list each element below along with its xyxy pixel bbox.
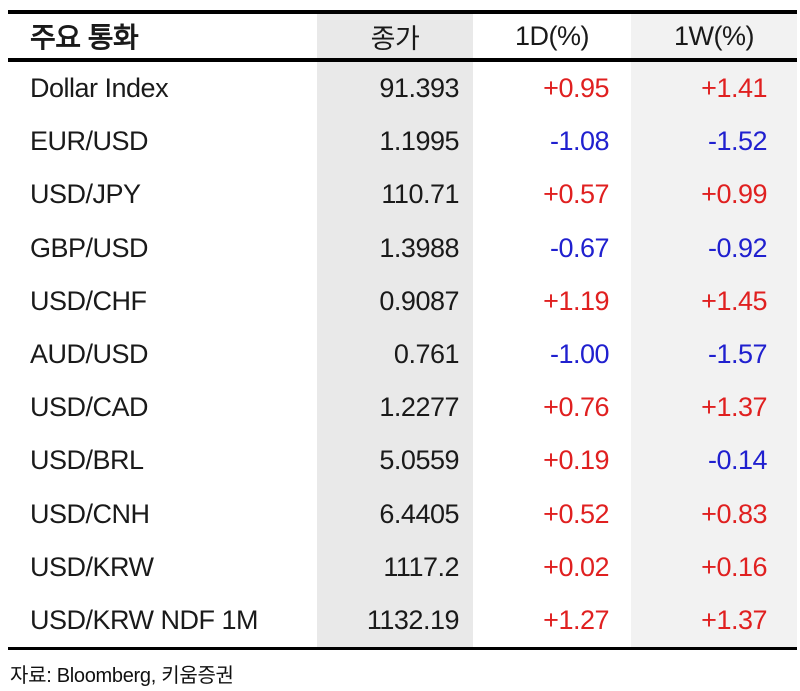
col-header-1d-change: 1D(%) xyxy=(514,20,590,51)
currency-pair-name: USD/CNH xyxy=(30,498,150,529)
change-1d-value: +0.52 xyxy=(543,498,609,529)
change-1d-value: +0.95 xyxy=(543,73,609,104)
source-note: 자료: Bloomberg, 키움증권 xyxy=(10,665,234,688)
currency-pair-name: AUD/USD xyxy=(30,339,149,370)
table-row: USD/CNH 6.4405 +0.52 +0.83 xyxy=(8,487,797,541)
col-header-1w-change: 1W(%) xyxy=(631,14,797,58)
currency-pair-name: USD/CAD xyxy=(30,392,149,423)
table-row: USD/BRL 5.0559 +0.19 -0.14 xyxy=(8,434,797,488)
change-1w-value: -1.52 xyxy=(631,115,797,169)
change-1d-value: -1.00 xyxy=(549,339,610,370)
close-price-value: 0.9087 xyxy=(317,274,473,328)
table-row: USD/JPY 110.71 +0.57 +0.99 xyxy=(8,168,797,222)
change-1d-value: +0.19 xyxy=(543,445,609,476)
change-1w-value: +1.45 xyxy=(631,274,797,328)
table-row: USD/KRW 1117.2 +0.02 +0.16 xyxy=(8,540,797,594)
close-price-value: 91.393 xyxy=(317,62,473,116)
table-body: Dollar Index 91.393 +0.95 +1.41 EUR/USD … xyxy=(8,62,797,648)
currency-pair-name: USD/BRL xyxy=(30,445,144,476)
change-1d-value: -0.67 xyxy=(549,232,610,263)
close-price-value: 1117.2 xyxy=(317,540,473,594)
currency-pair-name: USD/CHF xyxy=(30,285,147,316)
change-1w-value: -1.57 xyxy=(631,327,797,382)
currency-pair-name: Dollar Index xyxy=(30,73,169,104)
table-row: USD/KRW NDF 1M 1132.19 +1.27 +1.37 xyxy=(8,593,797,648)
table-row: USD/CHF 0.9087 +1.19 +1.45 xyxy=(8,274,797,328)
table-row: USD/CAD 1.2277 +0.76 +1.37 xyxy=(8,381,797,435)
currency-pair-name: GBP/USD xyxy=(30,232,149,263)
close-price-value: 1.3988 xyxy=(317,221,473,275)
currency-pair-name: EUR/USD xyxy=(30,126,149,157)
change-1w-value: -0.92 xyxy=(631,221,797,275)
table-row: EUR/USD 1.1995 -1.08 -1.52 xyxy=(8,115,797,169)
change-1d-value: +0.02 xyxy=(543,551,609,582)
change-1d-value: +1.27 xyxy=(543,604,609,635)
change-1w-value: -0.14 xyxy=(631,434,797,488)
change-1w-value: +1.41 xyxy=(631,62,797,116)
table-row: GBP/USD 1.3988 -0.67 -0.92 xyxy=(8,221,797,275)
change-1w-value: +0.83 xyxy=(631,487,797,541)
close-price-value: 1.2277 xyxy=(317,381,473,435)
close-price-value: 110.71 xyxy=(317,168,473,222)
table-header-row: 주요 통화 종가 1D(%) 1W(%) xyxy=(8,14,797,62)
currency-pair-name: USD/JPY xyxy=(30,179,141,210)
col-header-major-currency: 주요 통화 xyxy=(30,22,139,53)
change-1w-value: +1.37 xyxy=(631,593,797,648)
table-row: AUD/USD 0.761 -1.00 -1.57 xyxy=(8,327,797,382)
close-price-value: 5.0559 xyxy=(317,434,473,488)
change-1d-value: -1.08 xyxy=(549,126,610,157)
change-1d-value: +0.76 xyxy=(543,392,609,423)
close-price-value: 1132.19 xyxy=(317,593,473,648)
change-1w-value: +1.37 xyxy=(631,381,797,435)
table-row: Dollar Index 91.393 +0.95 +1.41 xyxy=(8,62,797,116)
currency-pair-name: USD/KRW xyxy=(30,551,154,582)
close-price-value: 6.4405 xyxy=(317,487,473,541)
currency-pair-name: USD/KRW NDF 1M xyxy=(30,604,259,635)
major-currencies-table: 주요 통화 종가 1D(%) 1W(%) Dollar Index 91.393… xyxy=(8,10,797,651)
col-header-close-price: 종가 xyxy=(317,14,473,58)
change-1w-value: +0.99 xyxy=(631,168,797,222)
change-1d-value: +0.57 xyxy=(543,179,609,210)
close-price-value: 1.1995 xyxy=(317,115,473,169)
close-price-value: 0.761 xyxy=(317,327,473,382)
change-1d-value: +1.19 xyxy=(543,285,609,316)
change-1w-value: +0.16 xyxy=(631,540,797,594)
